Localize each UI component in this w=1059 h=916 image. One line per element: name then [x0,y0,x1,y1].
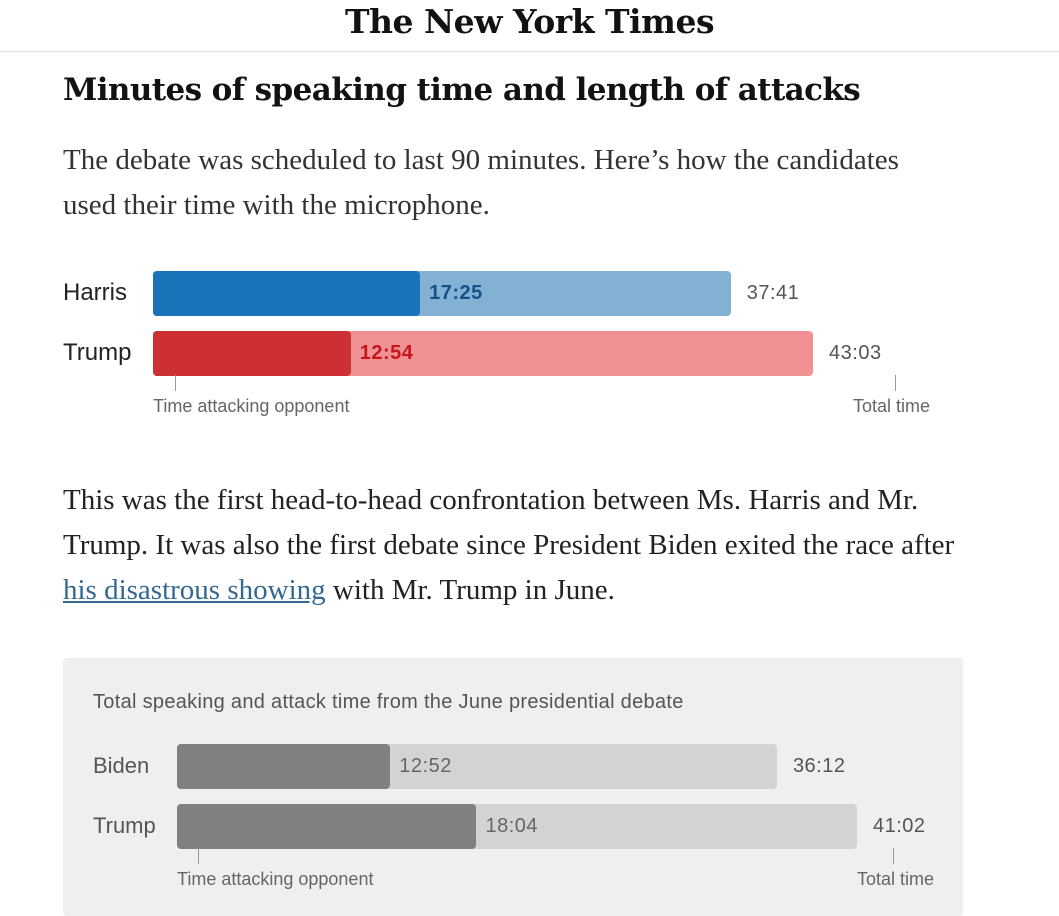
attack-annotation-tick [175,375,176,391]
disastrous-showing-link[interactable]: his disastrous showing [63,574,326,606]
attack-bar-harris [153,271,421,316]
attack-value-trump: 12:54 [359,342,414,364]
total-annotation-tick [895,375,896,391]
attack-bar-trump-june [177,804,477,849]
attack-annotation-june: Time attacking opponent [177,869,374,889]
attack-bar-trump [153,331,351,376]
attack-value-harris: 17:25 [429,282,483,304]
total-value-trump-june: 41:02 [873,815,926,837]
nyt-logo[interactable]: The New York Times [344,2,715,41]
paragraph-text-start: This was the first head-to-head confront… [63,484,955,561]
total-value-trump: 43:03 [829,342,882,364]
category-label-trump-june: Trump [93,813,156,838]
chart-headline: Minutes of speaking time and length of a… [63,72,861,108]
total-value-harris: 37:41 [746,282,800,304]
category-label-harris: Harris [63,279,127,306]
total-annotation: Total time [853,396,931,416]
category-label-trump: Trump [63,339,132,366]
june-debate-panel: Total speaking and attack time from the … [63,658,963,916]
total-value-biden: 36:12 [792,755,846,777]
attack-annotation-tick-june [198,848,199,864]
attack-annotation: Time attacking opponent [153,396,350,416]
article-paragraph: This was the first head-to-head confront… [63,478,983,613]
total-annotation-tick-june [893,848,894,864]
chart-dek: The debate was scheduled to last 90 minu… [63,144,899,221]
category-label-biden: Biden [93,753,150,778]
attack-bar-biden [177,744,391,789]
attack-value-trump-june: 18:04 [485,815,539,837]
masthead: The New York Times [0,0,1059,52]
total-annotation-june: Total time [857,869,935,889]
paragraph-text-end: with Mr. Trump in June. [325,574,615,606]
attack-value-biden: 12:52 [399,755,452,777]
panel-title: Total speaking and attack time from the … [93,691,684,713]
